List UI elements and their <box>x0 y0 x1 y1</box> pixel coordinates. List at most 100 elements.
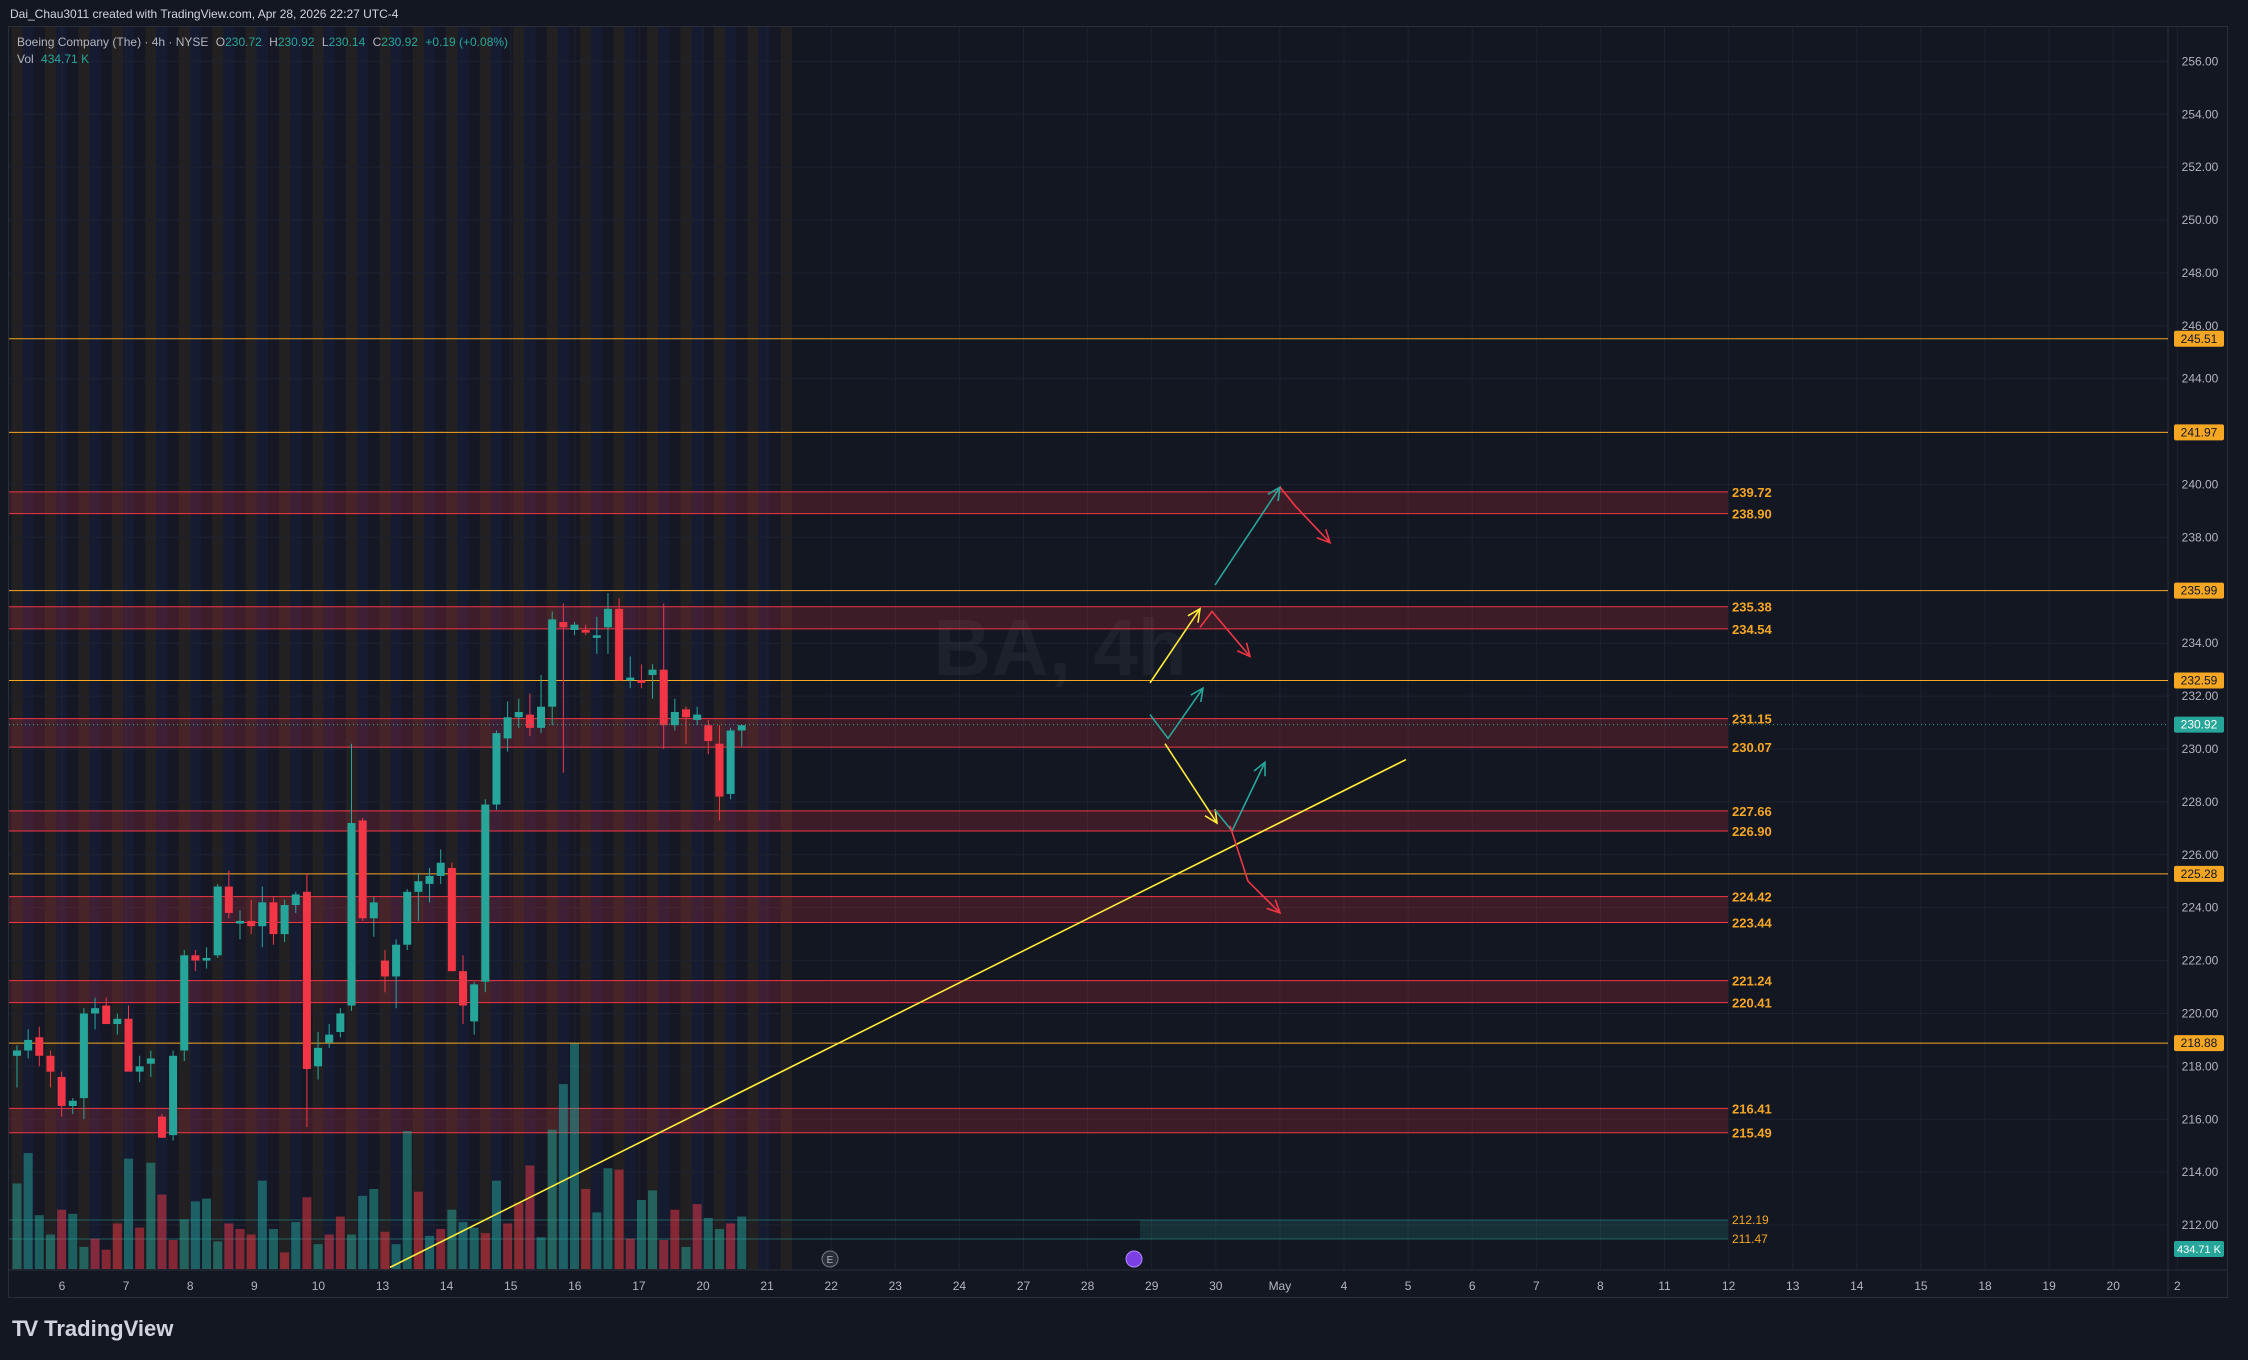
scenario-arrow-red-1 <box>1279 486 1331 544</box>
x-tick-label: 13 <box>1786 1279 1800 1293</box>
volume-bar <box>79 1246 89 1269</box>
chart-frame <box>8 26 2228 1298</box>
zone-top-label: 239.72 <box>1732 485 1772 500</box>
volume-bar <box>469 1227 479 1269</box>
x-tick-label: 4 <box>1341 1279 1348 1293</box>
session-shade <box>513 27 525 1270</box>
close-value: 230.92 <box>381 35 418 49</box>
x-tick-label: 13 <box>376 1279 390 1293</box>
x-tick-label: 7 <box>123 1279 130 1293</box>
volume-bar <box>12 1183 22 1269</box>
close-label: C <box>372 35 382 49</box>
session-shade <box>769 27 781 1270</box>
candle-body <box>525 714 534 728</box>
zone-fill <box>9 810 1728 831</box>
level-badge-label: 225.28 <box>2181 867 2218 881</box>
y-tick-label: 234.00 <box>2182 636 2219 650</box>
low-label: L <box>321 35 329 49</box>
y-tick-label: 256.00 <box>2182 54 2219 68</box>
candle-body <box>715 743 724 797</box>
level-badge <box>2174 865 2224 882</box>
session-shade <box>379 27 391 1270</box>
tradingview-logo-icon: TV <box>12 1316 38 1341</box>
legend-volume-row: Vol 434.71 K <box>17 51 508 68</box>
x-tick-label: 17 <box>632 1279 646 1293</box>
session-shade <box>200 27 213 1270</box>
candle-body <box>224 886 233 913</box>
volume-bar <box>146 1162 156 1269</box>
session-shade <box>245 27 257 1270</box>
x-tick-label: 23 <box>889 1279 903 1293</box>
candle-body <box>280 905 289 935</box>
volume-bar <box>313 1244 323 1269</box>
scenario-arrow-green-2-head <box>1190 686 1205 703</box>
candle-body <box>157 1116 166 1138</box>
y-tick-label: 228.00 <box>2182 795 2219 809</box>
earnings-event-label: E <box>827 1255 834 1266</box>
session-shade <box>122 27 135 1270</box>
candle-body <box>358 820 367 919</box>
last-price-badge <box>2174 716 2224 733</box>
candle-body <box>693 714 702 720</box>
volume-bar <box>124 1158 133 1269</box>
zone-fill <box>9 606 1728 629</box>
zone-top-label: 231.15 <box>1732 712 1772 727</box>
zone-fill <box>9 1108 1728 1133</box>
candle-body <box>191 955 200 961</box>
candle-body <box>202 957 211 961</box>
session-shade <box>736 27 748 1270</box>
price-chart[interactable]: 256.00 254.00 252.00 250.00 248.00 246.00 244.… <box>0 0 2248 1300</box>
scenario-arrow-red-2-head <box>1236 642 1252 658</box>
volume-bar <box>391 1244 401 1269</box>
volume-bar <box>491 1180 501 1269</box>
author-line: Dai_Chau3011 created with TradingView.co… <box>10 7 399 21</box>
candle-body <box>503 717 512 739</box>
level-badge <box>2174 424 2224 441</box>
candle-body <box>314 1047 323 1067</box>
zone-bottom-label: 223.44 <box>1732 915 1773 930</box>
session-shade <box>535 27 547 1270</box>
zone-top-label: 235.38 <box>1732 600 1772 615</box>
zone-top-label: 224.42 <box>1732 890 1772 905</box>
high-value: 230.92 <box>277 35 315 49</box>
volume-bar <box>45 1234 55 1269</box>
session-shade <box>390 27 402 1270</box>
volume-bar <box>369 1188 379 1269</box>
candle-body <box>592 635 601 638</box>
symbol-name[interactable]: Boeing Company (The) · 4h · NYSE <box>17 35 209 49</box>
volume-label[interactable]: Vol <box>17 52 34 66</box>
x-tick-label: 10 <box>312 1279 326 1293</box>
candle-body <box>648 669 657 675</box>
zone-top-label: 227.66 <box>1732 804 1772 819</box>
volume-bar <box>302 1197 312 1269</box>
session-shade <box>580 27 592 1270</box>
candle-body <box>603 608 612 628</box>
scenario-arrow-down-yellow-head <box>1204 809 1219 825</box>
x-tick-label: 15 <box>504 1279 518 1293</box>
session-shade <box>334 27 346 1270</box>
volume-bar <box>34 1215 44 1269</box>
candle-body <box>68 1100 77 1107</box>
volume-bar <box>425 1235 435 1269</box>
candle-body <box>35 1037 44 1056</box>
y-tick-label: 248.00 <box>2182 266 2219 280</box>
tradingview-branding[interactable]: TV TradingView <box>12 1316 173 1342</box>
session-shade <box>713 27 726 1270</box>
session-shade <box>435 27 447 1270</box>
volume-bar <box>681 1246 691 1269</box>
session-shade <box>290 27 302 1270</box>
scenario-arrow-red-3 <box>1229 825 1281 914</box>
volume-bar <box>480 1233 490 1269</box>
session-shade <box>423 27 436 1270</box>
session-shade <box>635 27 647 1270</box>
candle-body <box>425 875 434 884</box>
candle-body <box>436 862 445 876</box>
session-shade <box>234 27 246 1270</box>
scenario-arrow-green-2 <box>1149 687 1204 740</box>
session-shade <box>646 27 659 1270</box>
volume-bar <box>101 1249 111 1269</box>
candle-body <box>79 1013 88 1099</box>
volume-bar <box>57 1209 67 1269</box>
volume-bar <box>179 1219 189 1269</box>
session-shade <box>134 27 146 1270</box>
